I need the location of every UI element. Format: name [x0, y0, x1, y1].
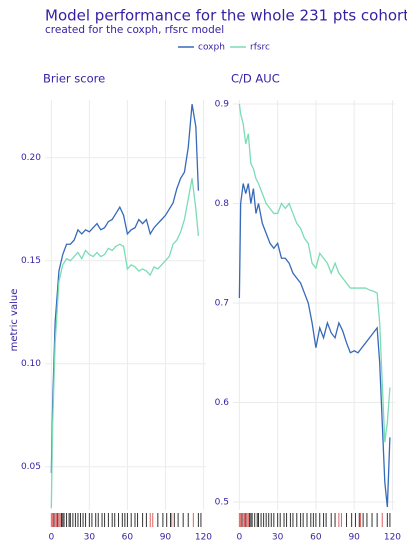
- panel-title: Brier score: [43, 72, 105, 86]
- x-tick-label: 60: [122, 533, 134, 543]
- legend-label: rfsrc: [250, 43, 270, 53]
- series-line: [50, 104, 200, 473]
- legend-label: coxph: [198, 43, 225, 53]
- x-tick-label: 0: [48, 533, 54, 543]
- y-tick-label: 0.7: [215, 299, 229, 309]
- y-tick-label: 0.20: [21, 153, 41, 163]
- y-axis-label: metric value: [9, 289, 20, 352]
- x-tick-label: 30: [84, 533, 96, 543]
- x-tick-label: 120: [384, 533, 401, 543]
- y-tick-label: 0.5: [215, 498, 229, 508]
- x-tick-label: 90: [160, 533, 172, 543]
- y-tick-label: 0.9: [215, 99, 230, 109]
- x-tick-label: 90: [348, 533, 360, 543]
- panel-title: C/D AUC: [231, 72, 280, 86]
- chart-title: Model performance for the whole 231 pts …: [45, 7, 407, 25]
- x-tick-label: 30: [272, 533, 284, 543]
- y-tick-label: 0.6: [215, 398, 230, 408]
- x-tick-label: 0: [237, 533, 243, 543]
- chart-subtitle: created for the coxph, rfsrc model: [45, 24, 224, 36]
- y-tick-label: 0.05: [21, 462, 41, 472]
- legend: coxph rfsrc: [178, 43, 270, 53]
- y-tick-label: 0.8: [215, 199, 230, 209]
- series-line: [238, 183, 391, 508]
- x-tick-label: 60: [310, 533, 322, 543]
- y-tick-label: 0.10: [21, 359, 41, 369]
- series-line: [238, 103, 391, 443]
- series-line: [50, 178, 200, 508]
- y-tick-label: 0.15: [21, 256, 41, 266]
- x-tick-label: 120: [195, 533, 212, 543]
